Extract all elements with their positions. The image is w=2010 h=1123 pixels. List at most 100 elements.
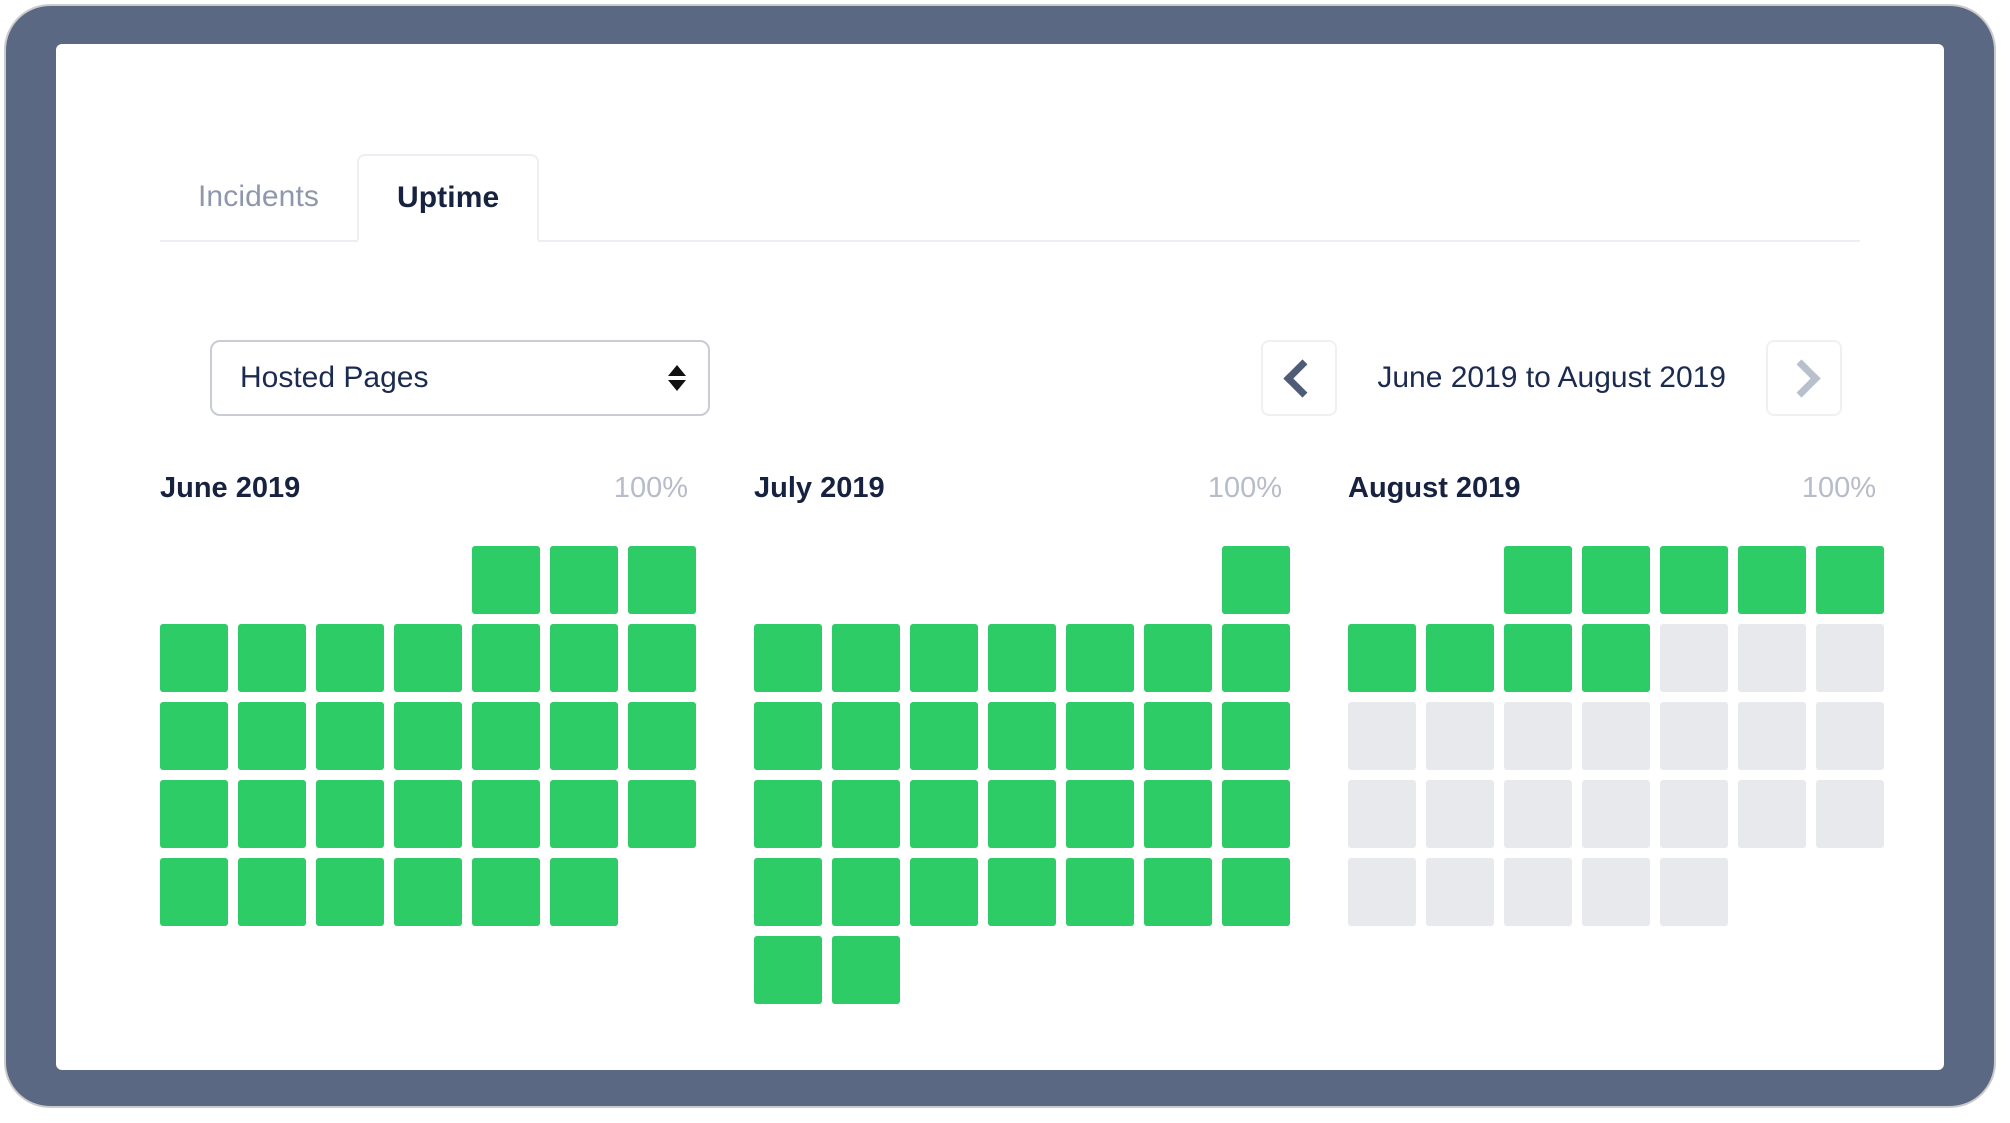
- day-cell-up[interactable]: [832, 624, 900, 692]
- day-cell-up[interactable]: [1582, 624, 1650, 692]
- day-cell-up[interactable]: [910, 702, 978, 770]
- day-cell-up[interactable]: [1222, 624, 1290, 692]
- day-cell-future[interactable]: [1816, 780, 1884, 848]
- day-cell-up[interactable]: [754, 858, 822, 926]
- day-cell-up[interactable]: [832, 936, 900, 1004]
- day-cell-up[interactable]: [1426, 624, 1494, 692]
- day-cell-up[interactable]: [316, 780, 384, 848]
- day-cell-up[interactable]: [550, 624, 618, 692]
- day-cell-future[interactable]: [1426, 702, 1494, 770]
- day-cell-up[interactable]: [238, 780, 306, 848]
- day-cell-up[interactable]: [394, 702, 462, 770]
- day-cell-future[interactable]: [1504, 780, 1572, 848]
- day-cell-up[interactable]: [1738, 546, 1806, 614]
- day-cell-up[interactable]: [394, 780, 462, 848]
- day-cell-up[interactable]: [754, 624, 822, 692]
- day-cell-up[interactable]: [472, 780, 540, 848]
- tab-incidents[interactable]: Incidents: [160, 154, 357, 240]
- day-cell-future[interactable]: [1348, 780, 1416, 848]
- day-cell-up[interactable]: [1582, 546, 1650, 614]
- day-cell-up[interactable]: [1222, 858, 1290, 926]
- page-filter-select[interactable]: Hosted Pages: [210, 340, 710, 416]
- day-cell-up[interactable]: [628, 780, 696, 848]
- day-cell-up[interactable]: [910, 858, 978, 926]
- day-cell-up[interactable]: [1222, 702, 1290, 770]
- day-cell-future[interactable]: [1348, 858, 1416, 926]
- day-cell-up[interactable]: [628, 546, 696, 614]
- day-cell-up[interactable]: [1816, 546, 1884, 614]
- day-cell-up[interactable]: [160, 624, 228, 692]
- device-bezel: Incidents Uptime Hosted Pages June 2019 …: [6, 6, 1994, 1106]
- day-cell-up[interactable]: [1660, 546, 1728, 614]
- day-cell-up[interactable]: [1066, 780, 1134, 848]
- day-cell-up[interactable]: [988, 624, 1056, 692]
- day-cell-future[interactable]: [1582, 780, 1650, 848]
- day-cell-up[interactable]: [1348, 624, 1416, 692]
- day-cell-future[interactable]: [1738, 624, 1806, 692]
- month-uptime-pct: 100%: [1801, 472, 1876, 504]
- day-cell-up[interactable]: [160, 702, 228, 770]
- day-cell-future[interactable]: [1660, 624, 1728, 692]
- next-range-button[interactable]: [1766, 340, 1842, 416]
- day-cell-up[interactable]: [394, 624, 462, 692]
- day-cell-future[interactable]: [1582, 858, 1650, 926]
- day-cell-up[interactable]: [988, 780, 1056, 848]
- day-cell-up[interactable]: [628, 624, 696, 692]
- day-cell-up[interactable]: [754, 936, 822, 1004]
- day-cell-up[interactable]: [1144, 624, 1212, 692]
- day-cell-up[interactable]: [1144, 702, 1212, 770]
- day-cell-up[interactable]: [160, 858, 228, 926]
- day-cell-up[interactable]: [316, 624, 384, 692]
- day-cell-future[interactable]: [1660, 702, 1728, 770]
- day-cell-up[interactable]: [754, 780, 822, 848]
- day-cell-up[interactable]: [1066, 858, 1134, 926]
- day-cell-up[interactable]: [238, 624, 306, 692]
- day-cell-future[interactable]: [1660, 780, 1728, 848]
- day-cell-up[interactable]: [910, 624, 978, 692]
- day-cell-future[interactable]: [1426, 858, 1494, 926]
- day-cell-up[interactable]: [550, 546, 618, 614]
- day-cell-up[interactable]: [754, 702, 822, 770]
- day-cell-future[interactable]: [1504, 702, 1572, 770]
- day-cell-up[interactable]: [1222, 546, 1290, 614]
- day-cell-up[interactable]: [238, 702, 306, 770]
- day-cell-up[interactable]: [988, 702, 1056, 770]
- day-cell-up[interactable]: [1144, 858, 1212, 926]
- select-stepper-icon[interactable]: [654, 365, 700, 391]
- day-cell-future[interactable]: [1660, 858, 1728, 926]
- day-cell-future[interactable]: [1426, 780, 1494, 848]
- day-cell-future[interactable]: [1816, 624, 1884, 692]
- day-cell-up[interactable]: [316, 858, 384, 926]
- day-cell-up[interactable]: [472, 858, 540, 926]
- day-cell-future[interactable]: [1348, 702, 1416, 770]
- day-cell-up[interactable]: [1144, 780, 1212, 848]
- day-cell-up[interactable]: [238, 858, 306, 926]
- day-cell-up[interactable]: [832, 780, 900, 848]
- day-cell-future[interactable]: [1738, 780, 1806, 848]
- day-cell-up[interactable]: [394, 858, 462, 926]
- day-cell-up[interactable]: [910, 780, 978, 848]
- day-cell-up[interactable]: [1222, 780, 1290, 848]
- day-cell-up[interactable]: [1066, 702, 1134, 770]
- day-cell-up[interactable]: [1066, 624, 1134, 692]
- day-cell-up[interactable]: [550, 858, 618, 926]
- tab-uptime[interactable]: Uptime: [356, 154, 540, 242]
- day-cell-up[interactable]: [550, 780, 618, 848]
- day-cell-up[interactable]: [472, 546, 540, 614]
- day-cell-future[interactable]: [1738, 702, 1806, 770]
- day-cell-up[interactable]: [316, 702, 384, 770]
- day-cell-up[interactable]: [628, 702, 696, 770]
- day-cell-up[interactable]: [1504, 624, 1572, 692]
- day-cell-future[interactable]: [1582, 702, 1650, 770]
- day-cell-up[interactable]: [472, 624, 540, 692]
- prev-range-button[interactable]: [1261, 340, 1338, 416]
- day-cell-up[interactable]: [1504, 546, 1572, 614]
- day-cell-up[interactable]: [988, 858, 1056, 926]
- day-cell-up[interactable]: [832, 702, 900, 770]
- day-cell-future[interactable]: [1816, 702, 1884, 770]
- day-cell-up[interactable]: [472, 702, 540, 770]
- day-cell-up[interactable]: [550, 702, 618, 770]
- day-cell-future[interactable]: [1504, 858, 1572, 926]
- day-cell-up[interactable]: [160, 780, 228, 848]
- day-cell-up[interactable]: [832, 858, 900, 926]
